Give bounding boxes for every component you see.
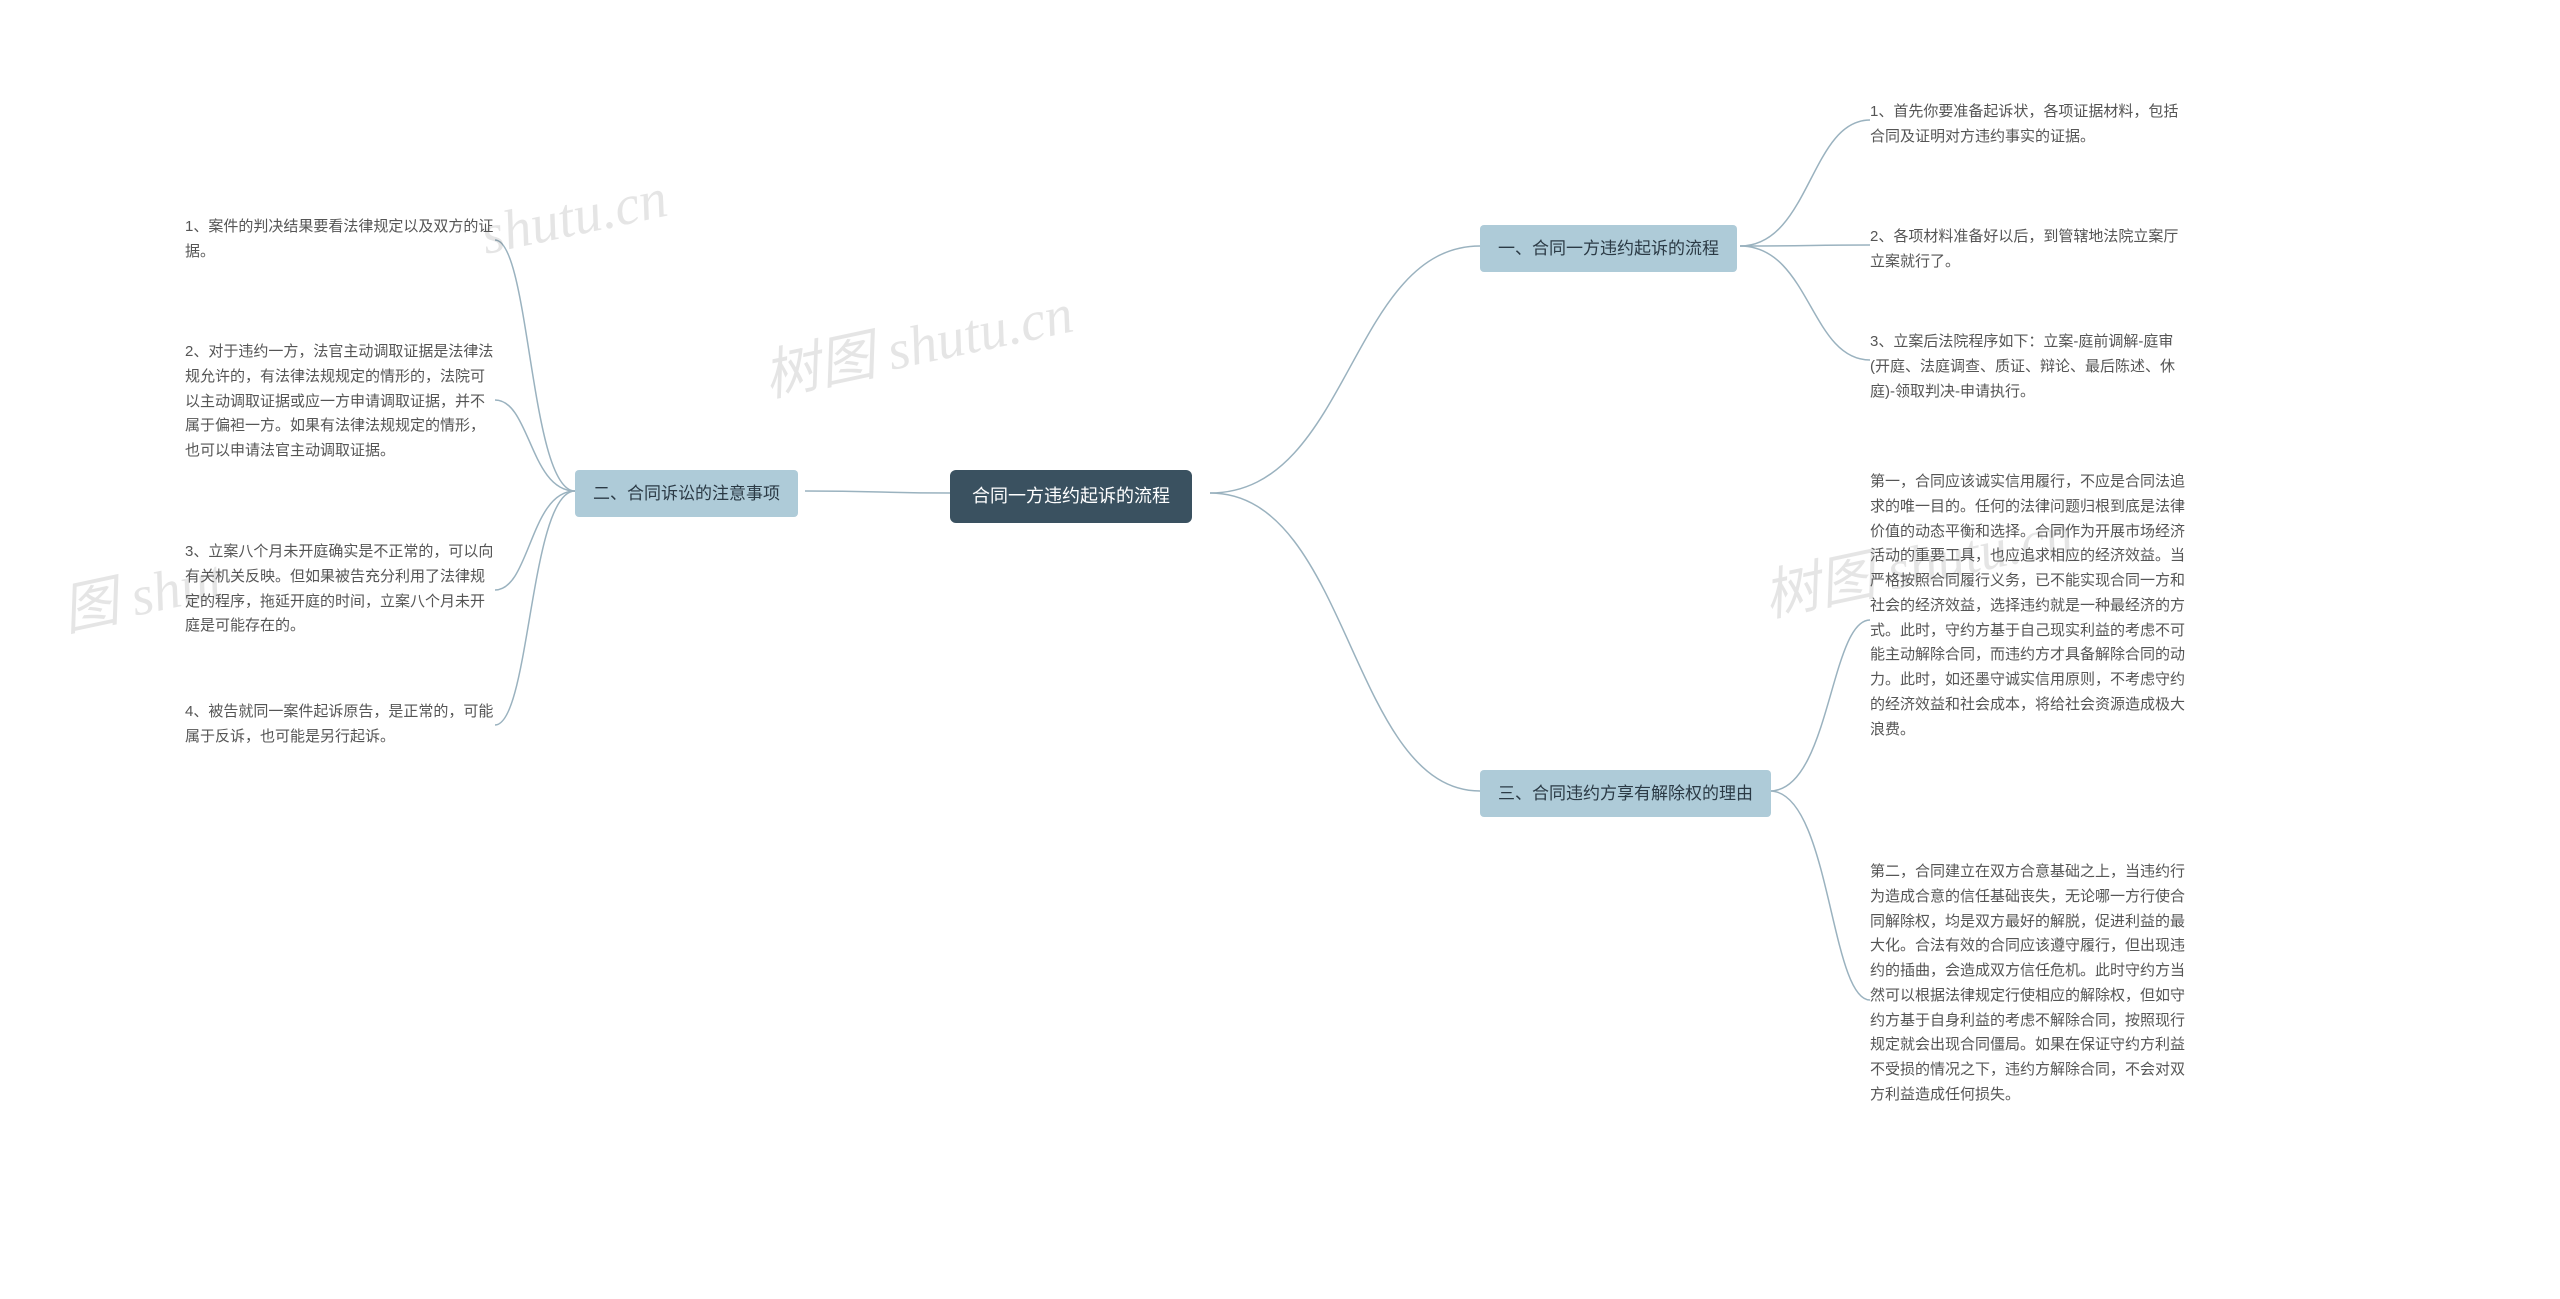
leaf-node[interactable]: 3、立案八个月未开庭确实是不正常的，可以向有关机关反映。但如果被告充分利用了法律… (185, 540, 495, 639)
branch-node-3[interactable]: 三、合同违约方享有解除权的理由 (1480, 770, 1771, 817)
leaf-node[interactable]: 第二，合同建立在双方合意基础之上，当违约行为造成合意的信任基础丧失，无论哪一方行… (1870, 860, 2190, 1108)
leaf-node[interactable]: 1、案件的判决结果要看法律规定以及双方的证据。 (185, 215, 495, 265)
leaf-node[interactable]: 3、立案后法院程序如下：立案-庭前调解-庭审(开庭、法庭调查、质证、辩论、最后陈… (1870, 330, 2190, 404)
mindmap-canvas: 树图 shutu.cn 树图 shutu.cn shutu.cn 图 shut … (0, 0, 2560, 1299)
watermark: shutu.cn (475, 166, 672, 268)
leaf-node[interactable]: 4、被告就同一案件起诉原告，是正常的，可能属于反诉，也可能是另行起诉。 (185, 700, 495, 750)
root-node[interactable]: 合同一方违约起诉的流程 (950, 470, 1192, 523)
leaf-node[interactable]: 2、对于违约一方，法官主动调取证据是法律法规允许的，有法律法规规定的情形的，法院… (185, 340, 495, 464)
branch-node-2[interactable]: 二、合同诉讼的注意事项 (575, 470, 798, 517)
watermark: 树图 shutu.cn (755, 268, 1079, 413)
branch-node-1[interactable]: 一、合同一方违约起诉的流程 (1480, 225, 1737, 272)
leaf-node[interactable]: 第一，合同应该诚实信用履行，不应是合同法追求的唯一目的。任何的法律问题归根到底是… (1870, 470, 2190, 742)
leaf-node[interactable]: 1、首先你要准备起诉状，各项证据材料，包括合同及证明对方违约事实的证据。 (1870, 100, 2190, 150)
leaf-node[interactable]: 2、各项材料准备好以后，到管辖地法院立案厅立案就行了。 (1870, 225, 2190, 275)
